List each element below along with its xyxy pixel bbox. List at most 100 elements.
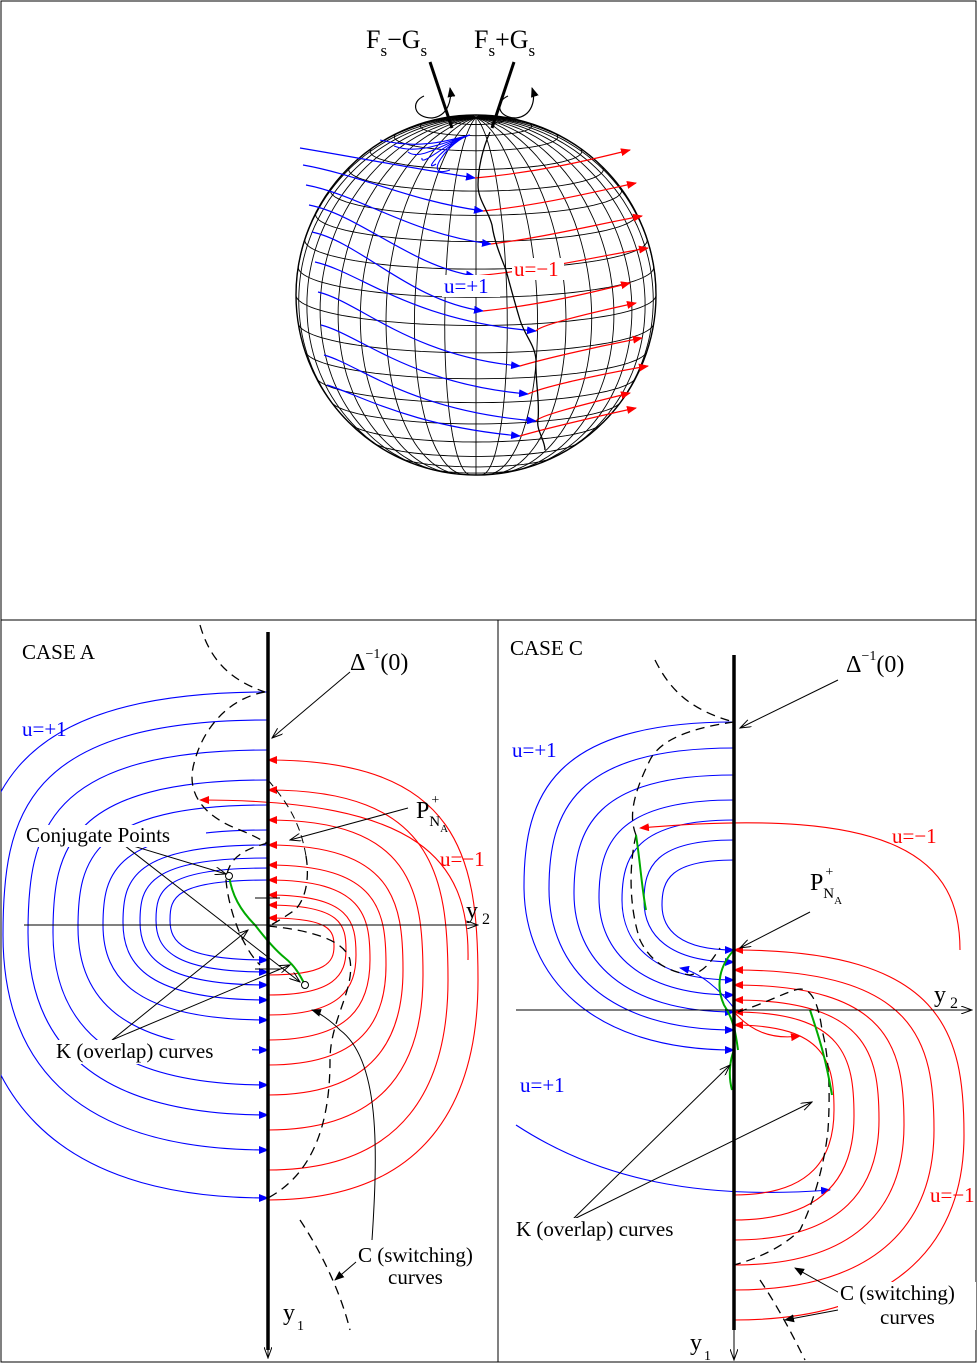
case-a-switching-upper — [191, 624, 269, 844]
case-a-switching-center — [267, 779, 307, 857]
case-a-delta-pointer — [272, 671, 351, 738]
case-a-arc-minus — [267, 901, 347, 996]
case-a-c-label-1: C (switching) — [358, 1243, 473, 1267]
case-a-panel: CASE A Δ−1(0) u=+1 u=−1 P + NA Conjugate P… — [1, 624, 490, 1358]
sphere-meridian — [295, 117, 477, 289]
case-c-trajectories — [515, 721, 965, 1321]
case-c-overlap-curves — [635, 834, 833, 1096]
sphere-meridian — [475, 114, 481, 118]
case-c-arc-minus — [733, 1021, 835, 1196]
case-c-title: CASE C — [510, 636, 583, 660]
sphere-meridian — [306, 117, 477, 459]
case-a-conjugate-point-upper — [225, 872, 233, 880]
case-a-arc-minus — [267, 914, 335, 976]
case-c-c-pointer-1 — [794, 1267, 846, 1297]
sphere-flow-plus — [314, 261, 537, 335]
case-a-trajectories — [1, 691, 479, 1202]
label-fs-minus-gs: Fs−Gs — [366, 25, 427, 60]
sphere-meridian — [475, 117, 615, 472]
sphere-flow-minus — [535, 301, 637, 332]
case-c-arc-minus — [733, 1008, 855, 1221]
case-a-y1-label: y1 — [283, 1300, 304, 1334]
case-a-arc-minus — [267, 861, 387, 1066]
sphere-panel: Fs−Gs Fs+Gs u=+1 u=−1 — [295, 25, 657, 476]
sphere-meridian — [475, 117, 657, 296]
sphere-flow-minus — [527, 363, 649, 395]
case-a-p-label: P + NA — [416, 793, 448, 835]
case-a-k-pointer-2 — [111, 965, 290, 1041]
sphere-flow-plus — [302, 164, 484, 214]
case-a-conjugate-pointer-2 — [119, 841, 300, 982]
case-c-arc-minus — [733, 966, 935, 1291]
sphere-meridian — [355, 117, 477, 162]
case-c-arc-minus — [733, 981, 905, 1266]
case-a-conjugate-point-lower — [301, 981, 309, 989]
sphere-meridian — [475, 117, 646, 459]
case-a-switching-lower — [267, 855, 352, 1331]
case-a-arc-minus — [267, 876, 371, 1041]
sphere-flow-plus — [311, 231, 484, 314]
case-c-panel: CASE C Δ−1(0) u=+1 u=−1 u=+1 u=−1 P + NA y… — [510, 636, 976, 1363]
case-c-label-u-minus-bottom: u=−1 — [930, 1183, 975, 1207]
case-a-conjugate-pointer-1 — [119, 841, 226, 874]
sphere-flow-plus — [299, 147, 476, 181]
case-a-k-pointer-1 — [111, 930, 248, 1041]
sphere-meridian — [413, 117, 477, 476]
case-c-switching-upper — [631, 659, 735, 836]
sphere-switching-curve — [477, 131, 546, 451]
case-a-arc-plus — [139, 857, 269, 989]
case-c-label-u-plus-top: u=+1 — [512, 738, 557, 762]
sphere-meridian — [444, 117, 477, 476]
case-c-arc-plus-outer — [515, 1124, 831, 1195]
sphere-flow-plus — [326, 384, 521, 440]
case-c-y1-label: y1 — [690, 1330, 711, 1363]
rotation-arrow-left — [415, 87, 456, 119]
case-a-arc-plus — [2, 719, 269, 1154]
case-c-label-u-minus-top: u=−1 — [892, 824, 937, 848]
k-label-backdrop — [56, 1040, 252, 1064]
sphere-flow-minus — [482, 281, 631, 312]
case-c-switching-lower — [733, 988, 830, 1361]
case-a-delta-label: Δ−1(0) — [350, 647, 408, 676]
sphere-meridian — [385, 117, 477, 475]
case-a-arc-minus — [267, 816, 424, 1131]
sphere-flow-plus — [320, 324, 529, 398]
case-a-title: CASE A — [22, 640, 96, 664]
case-a-switching-mid-upper — [225, 842, 269, 966]
case-a-conjugate-label: Conjugate Points — [26, 823, 170, 847]
sphere-meridian — [475, 117, 508, 476]
case-c-arc-minus — [733, 996, 880, 1241]
sphere-meridian — [475, 117, 593, 474]
case-a-c-pointer-2 — [334, 1261, 357, 1281]
case-c-k-label: K (overlap) curves — [516, 1217, 673, 1241]
case-c-p-pointer — [740, 911, 811, 948]
sphere-meridian — [337, 117, 477, 472]
sphere-meridian — [319, 117, 477, 468]
case-a-arc-plus — [122, 844, 269, 1004]
sphere-flow-minus — [519, 406, 637, 437]
case-c-arc-plus — [661, 859, 735, 954]
sphere-meridian — [475, 117, 633, 468]
sphere-meridian — [475, 114, 486, 119]
case-a-arc-plus — [52, 779, 269, 1089]
label-fs-plus-gs: Fs+Gs — [474, 25, 535, 60]
case-c-arc-plus — [598, 799, 735, 999]
sphere-flow-plus — [308, 204, 476, 279]
case-a-arc-minus — [267, 891, 357, 1016]
axis-fs-minus-gs — [428, 61, 454, 129]
case-c-c-pointer-2 — [784, 1309, 839, 1323]
sphere-flow-plus — [317, 291, 521, 370]
sphere-flow-minus — [474, 245, 649, 277]
sphere-meridian — [475, 117, 539, 476]
case-c-delta-label: Δ−1(0) — [846, 649, 904, 678]
sphere-label-u-minus: u=−1 — [514, 257, 559, 281]
case-c-delta-pointer — [740, 679, 839, 728]
case-a-arc-minus — [267, 756, 479, 1201]
c-label-backdrop-c — [838, 1282, 976, 1330]
rotation-arrow-right — [499, 87, 539, 119]
case-a-arc-plus — [27, 749, 269, 1119]
sphere-flow-lines — [299, 134, 649, 440]
case-a-arc-minus — [267, 841, 404, 1096]
